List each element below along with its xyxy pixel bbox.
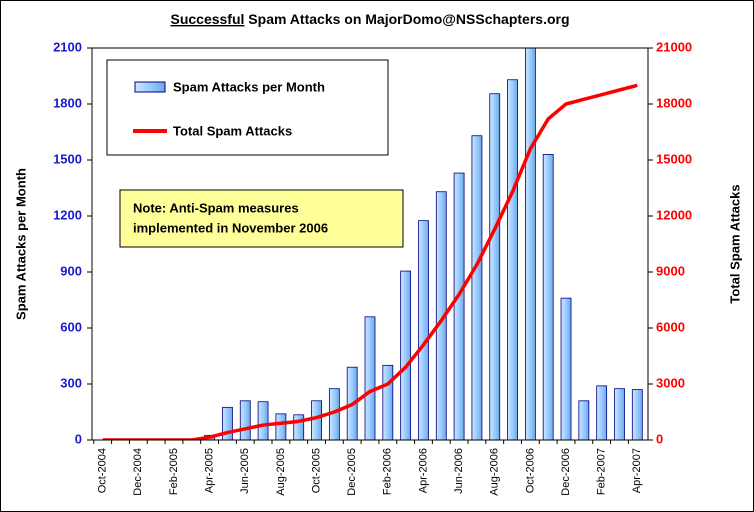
bar bbox=[578, 400, 590, 440]
y-tick-label: 1500 bbox=[53, 151, 82, 166]
x-tick-label: Aug-2006 bbox=[489, 448, 501, 496]
x-tick-label: Dec-2005 bbox=[346, 448, 358, 496]
x-tick-label: Feb-2005 bbox=[168, 448, 180, 495]
y2-tick-label: 3000 bbox=[656, 375, 685, 390]
x-tick-label: Apr-2007 bbox=[631, 448, 643, 493]
y-tick-label: 2100 bbox=[53, 39, 82, 54]
x-tick-label: Aug-2005 bbox=[275, 448, 287, 496]
bar bbox=[507, 79, 518, 440]
x-tick-label: Feb-2007 bbox=[596, 448, 608, 495]
x-tick-label: Oct-2004 bbox=[97, 448, 109, 493]
title-underlined: Successful bbox=[170, 11, 244, 27]
bar bbox=[364, 316, 376, 440]
x-tick-label: Jun-2006 bbox=[453, 448, 465, 494]
y-tick-label: 300 bbox=[60, 375, 82, 390]
bar bbox=[382, 364, 394, 440]
bar bbox=[311, 400, 322, 440]
x-tick-label: Dec-2006 bbox=[560, 448, 572, 496]
bar bbox=[560, 297, 572, 440]
y2-tick-label: 21000 bbox=[656, 39, 692, 54]
bar bbox=[453, 172, 465, 440]
x-tick-label: Oct-2005 bbox=[310, 448, 322, 493]
bar bbox=[631, 389, 643, 440]
bar bbox=[471, 135, 483, 440]
y2-tick-label: 0 bbox=[656, 431, 663, 446]
y-tick-label: 0 bbox=[75, 431, 82, 446]
chart-title: Successful Spam Attacks on MajorDomo@NSS… bbox=[170, 11, 569, 27]
bar bbox=[275, 413, 287, 440]
y2-tick-label: 9000 bbox=[656, 263, 685, 278]
legend-label: Spam Attacks per Month bbox=[173, 79, 325, 94]
bar bbox=[596, 385, 608, 440]
x-tick-label: Dec-2004 bbox=[132, 448, 144, 496]
y-axis-label: Spam Attacks per Month bbox=[13, 168, 28, 320]
plot-area bbox=[102, 48, 643, 440]
x-tick-label: Jun-2005 bbox=[239, 448, 251, 494]
annotation-line: Note: Anti-Spam measures bbox=[133, 200, 299, 215]
plot-border bbox=[91, 47, 649, 441]
x-tick-label: Apr-2005 bbox=[204, 448, 216, 493]
y-tick-label: 600 bbox=[60, 319, 82, 334]
y2-tick-label: 18000 bbox=[656, 95, 692, 110]
y2-tick-label: 15000 bbox=[656, 151, 692, 166]
y2-tick-label: 6000 bbox=[656, 319, 685, 334]
y-tick-label: 900 bbox=[60, 263, 82, 278]
legend bbox=[106, 59, 389, 156]
y2-axis-label: Total Spam Attacks bbox=[727, 184, 742, 303]
x-tick-label: Apr-2006 bbox=[417, 448, 429, 493]
y-tick-label: 1800 bbox=[53, 95, 82, 110]
line bbox=[102, 83, 638, 440]
bar bbox=[489, 93, 501, 440]
x-tick-label: Oct-2006 bbox=[524, 448, 536, 493]
annotation-box bbox=[119, 189, 404, 248]
y-tick-label: 1200 bbox=[53, 207, 82, 222]
bar bbox=[418, 220, 429, 440]
bar bbox=[542, 153, 554, 440]
bar bbox=[400, 270, 412, 440]
annotation-line: implemented in November 2006 bbox=[133, 220, 328, 235]
bar bbox=[293, 414, 305, 440]
title-rest: Spam Attacks on MajorDomo@NSSchapters.or… bbox=[244, 11, 569, 27]
bar bbox=[524, 48, 536, 440]
bar bbox=[239, 400, 251, 440]
bar bbox=[614, 388, 625, 440]
x-tick-label: Feb-2006 bbox=[382, 448, 394, 495]
bar bbox=[257, 401, 269, 440]
y2-tick-label: 12000 bbox=[656, 207, 692, 222]
bar bbox=[222, 406, 233, 440]
legend-label: Total Spam Attacks bbox=[173, 123, 292, 138]
legend-swatch-bar bbox=[134, 81, 166, 93]
